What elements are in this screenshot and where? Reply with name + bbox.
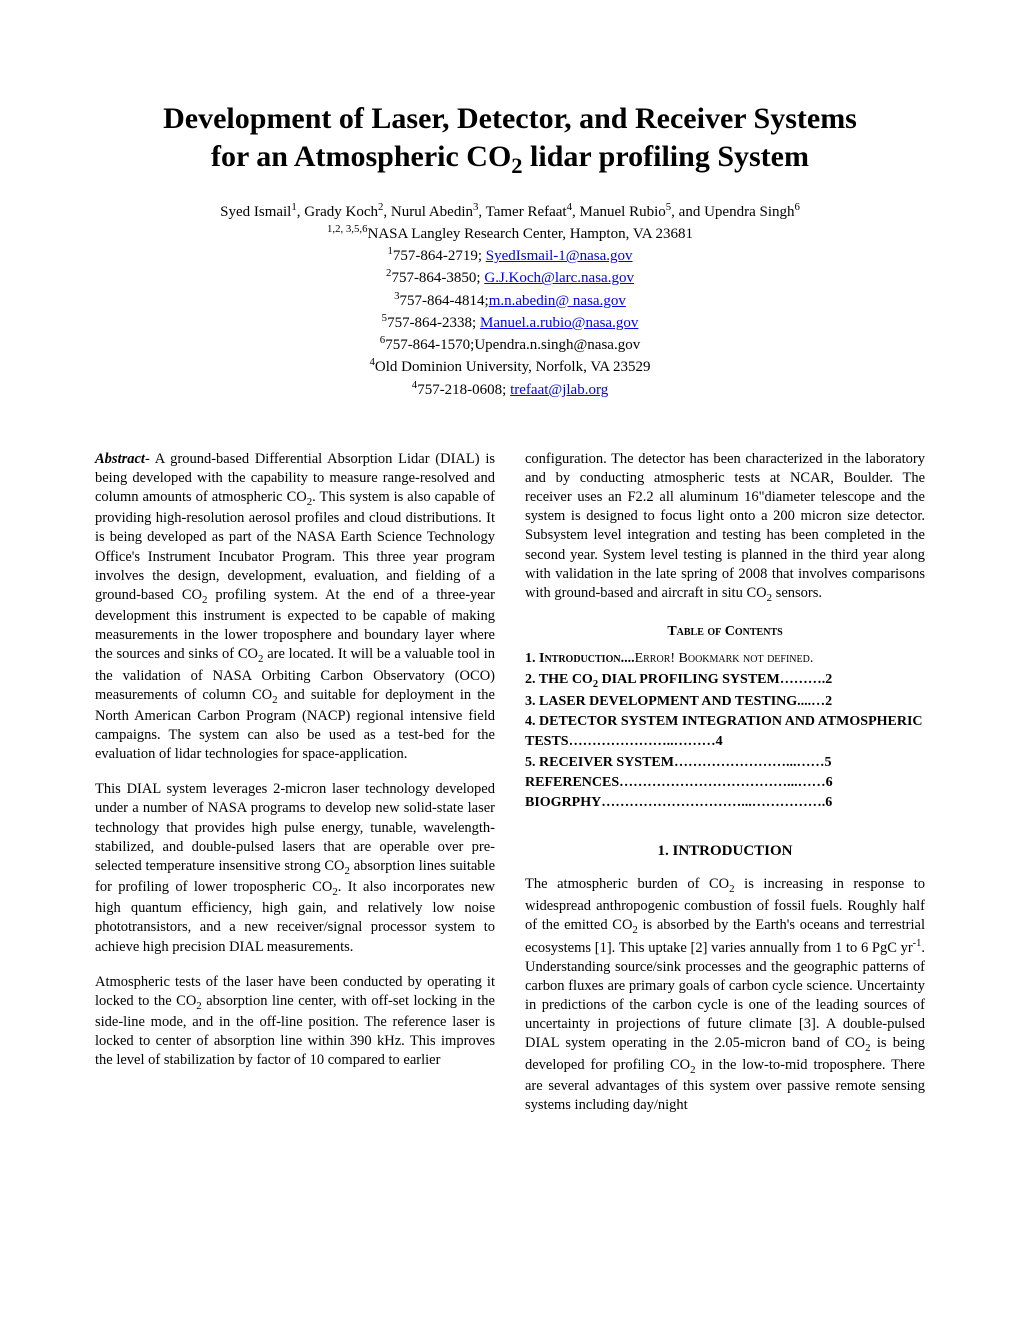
abstract-paragraph: Abstract- A ground-based Differential Ab… <box>95 450 495 764</box>
page: Development of Laser, Detector, and Rece… <box>0 0 1020 1320</box>
title-line-1: Development of Laser, Detector, and Rece… <box>163 102 857 135</box>
column-left: Abstract- A ground-based Differential Ab… <box>95 450 495 1115</box>
column-right: configuration. The detector has been cha… <box>525 450 925 1115</box>
affiliation-odu: 4Old Dominion University, Norfolk, VA 23… <box>95 355 925 377</box>
paragraph-3: Atmospheric tests of the laser have been… <box>95 973 495 1071</box>
intro-paragraph: The atmospheric burden of CO2 is increas… <box>525 875 925 1115</box>
two-column-body: Abstract- A ground-based Differential Ab… <box>95 450 925 1115</box>
toc-line-4: 4. DETECTOR SYSTEM INTEGRATION AND ATMOS… <box>525 712 925 753</box>
toc-title: Table of Contents <box>525 623 925 641</box>
title-co2-sub: 2 <box>511 153 522 178</box>
abstract-text: - A ground-based Differential Absorption… <box>95 451 495 762</box>
paper-title: Development of Laser, Detector, and Rece… <box>95 100 925 180</box>
email-link[interactable]: trefaat@jlab.org <box>510 382 608 398</box>
contact-2: 2757-864-3850; G.J.Koch@larc.nasa.gov <box>95 266 925 288</box>
contact-6: 6757-864-1570;Upendra.n.singh@nasa.gov <box>95 333 925 355</box>
toc-line-5: 5. RECEIVER SYSTEM……………………...……5 <box>525 753 925 773</box>
toc-line-7: BIOGRPHY…………………………...…………….6 <box>525 793 925 813</box>
contact-3: 3757-864-4814;m.n.abedin@ nasa.gov <box>95 289 925 311</box>
toc-line-1: 1. Introduction....Error! Bookmark not d… <box>525 649 925 669</box>
email-link[interactable]: SyedIsmail-1@nasa.gov <box>486 248 633 264</box>
email-link[interactable]: m.n.abedin@ nasa.gov <box>489 293 626 309</box>
toc-line-6: REFERENCES………………………………...……6 <box>525 773 925 793</box>
email-link[interactable]: G.J.Koch@larc.nasa.gov <box>484 270 634 286</box>
authors-block: Syed Ismail1, Grady Koch2, Nurul Abedin3… <box>95 200 925 400</box>
email-link[interactable]: Manuel.a.rubio@nasa.gov <box>480 315 638 331</box>
contact-4: 4757-218-0608; trefaat@jlab.org <box>95 378 925 400</box>
paragraph-2: This DIAL system leverages 2-micron lase… <box>95 780 495 956</box>
author-names: Syed Ismail1, Grady Koch2, Nurul Abedin3… <box>95 200 925 222</box>
toc-line-2: 2. THE CO2 DIAL PROFILING SYSTEM……….2 <box>525 670 925 692</box>
contact-1: 1757-864-2719; SyedIsmail-1@nasa.gov <box>95 244 925 266</box>
toc-line-3: 3. LASER DEVELOPMENT AND TESTING....…2 <box>525 692 925 712</box>
title-line-2-pre: for an Atmospheric CO <box>211 140 511 173</box>
contact-5: 5757-864-2338; Manuel.a.rubio@nasa.gov <box>95 311 925 333</box>
title-line-2-post: lidar profiling System <box>523 140 809 173</box>
table-of-contents: 1. Introduction....Error! Bookmark not d… <box>525 649 925 813</box>
section-1-heading: 1. INTRODUCTION <box>525 842 925 862</box>
abstract-label: Abstract <box>95 451 145 467</box>
paragraph-col2-1: configuration. The detector has been cha… <box>525 450 925 605</box>
affiliation-nasa: 1,2, 3,5,6NASA Langley Research Center, … <box>95 222 925 244</box>
